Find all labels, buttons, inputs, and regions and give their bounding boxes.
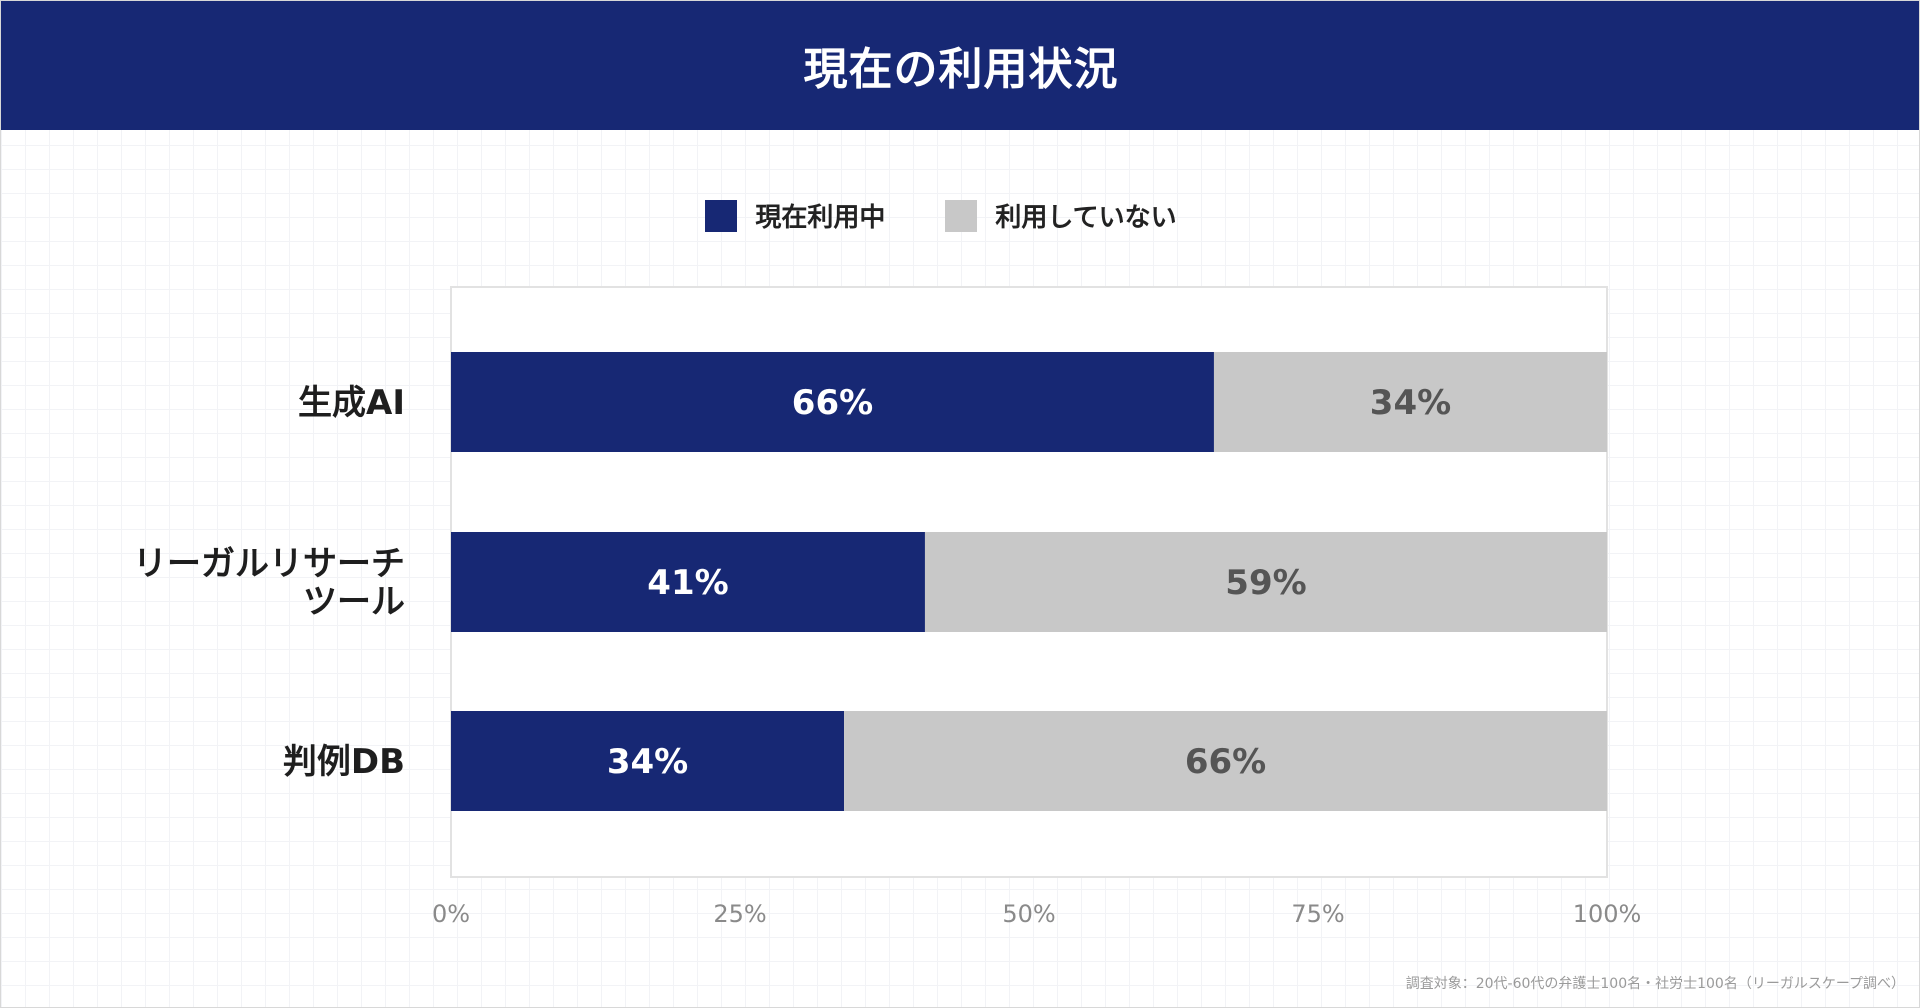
page-title: 現在の利用状況 xyxy=(803,43,1119,95)
x-tick-label-0: 0% xyxy=(432,900,470,928)
bar-used-1 xyxy=(451,532,925,632)
x-tick-label-1: 25% xyxy=(713,900,766,928)
legend-swatch-used xyxy=(705,199,738,232)
legend-item-used: 現在利用中 xyxy=(705,197,885,234)
category-label-0: 生成AI xyxy=(298,383,405,423)
category-label-1: リーガルリサーチツール xyxy=(133,544,405,622)
data-label-not-used-2: 66% xyxy=(1185,742,1266,782)
survey-footnote: 調査対象：20代-60代の弁護士100名・社労士100名（リーガルスケープ調べ） xyxy=(1405,976,1905,992)
legend-label-not-used: 利用していない xyxy=(995,203,1177,233)
data-label-not-used-1: 59% xyxy=(1225,563,1306,603)
bar-not-used-0 xyxy=(1213,352,1607,452)
legend-label-used: 現在利用中 xyxy=(755,203,886,233)
x-tick-label-2: 50% xyxy=(1002,900,1055,928)
data-label-not-used-0: 34% xyxy=(1370,383,1451,423)
x-tick-label-4: 100% xyxy=(1573,900,1642,928)
bar-not-used-1 xyxy=(924,532,1607,632)
header-banner: 現在の利用状況 xyxy=(1,1,1919,130)
x-tick-label-3: 75% xyxy=(1291,900,1344,928)
legend-item-not-used: 利用していない xyxy=(945,197,1177,234)
chart-legend: 現在利用中 利用していない xyxy=(1,197,1919,234)
bar-used-0 xyxy=(451,352,1214,452)
data-label-used-1: 41% xyxy=(647,563,728,603)
bar-not-used-2 xyxy=(844,711,1607,811)
data-label-used-2: 34% xyxy=(607,742,688,782)
data-label-used-0: 66% xyxy=(792,383,873,423)
category-label-2: 判例DB xyxy=(283,742,405,782)
legend-swatch-not-used xyxy=(945,199,978,232)
bar-used-2 xyxy=(451,711,845,811)
